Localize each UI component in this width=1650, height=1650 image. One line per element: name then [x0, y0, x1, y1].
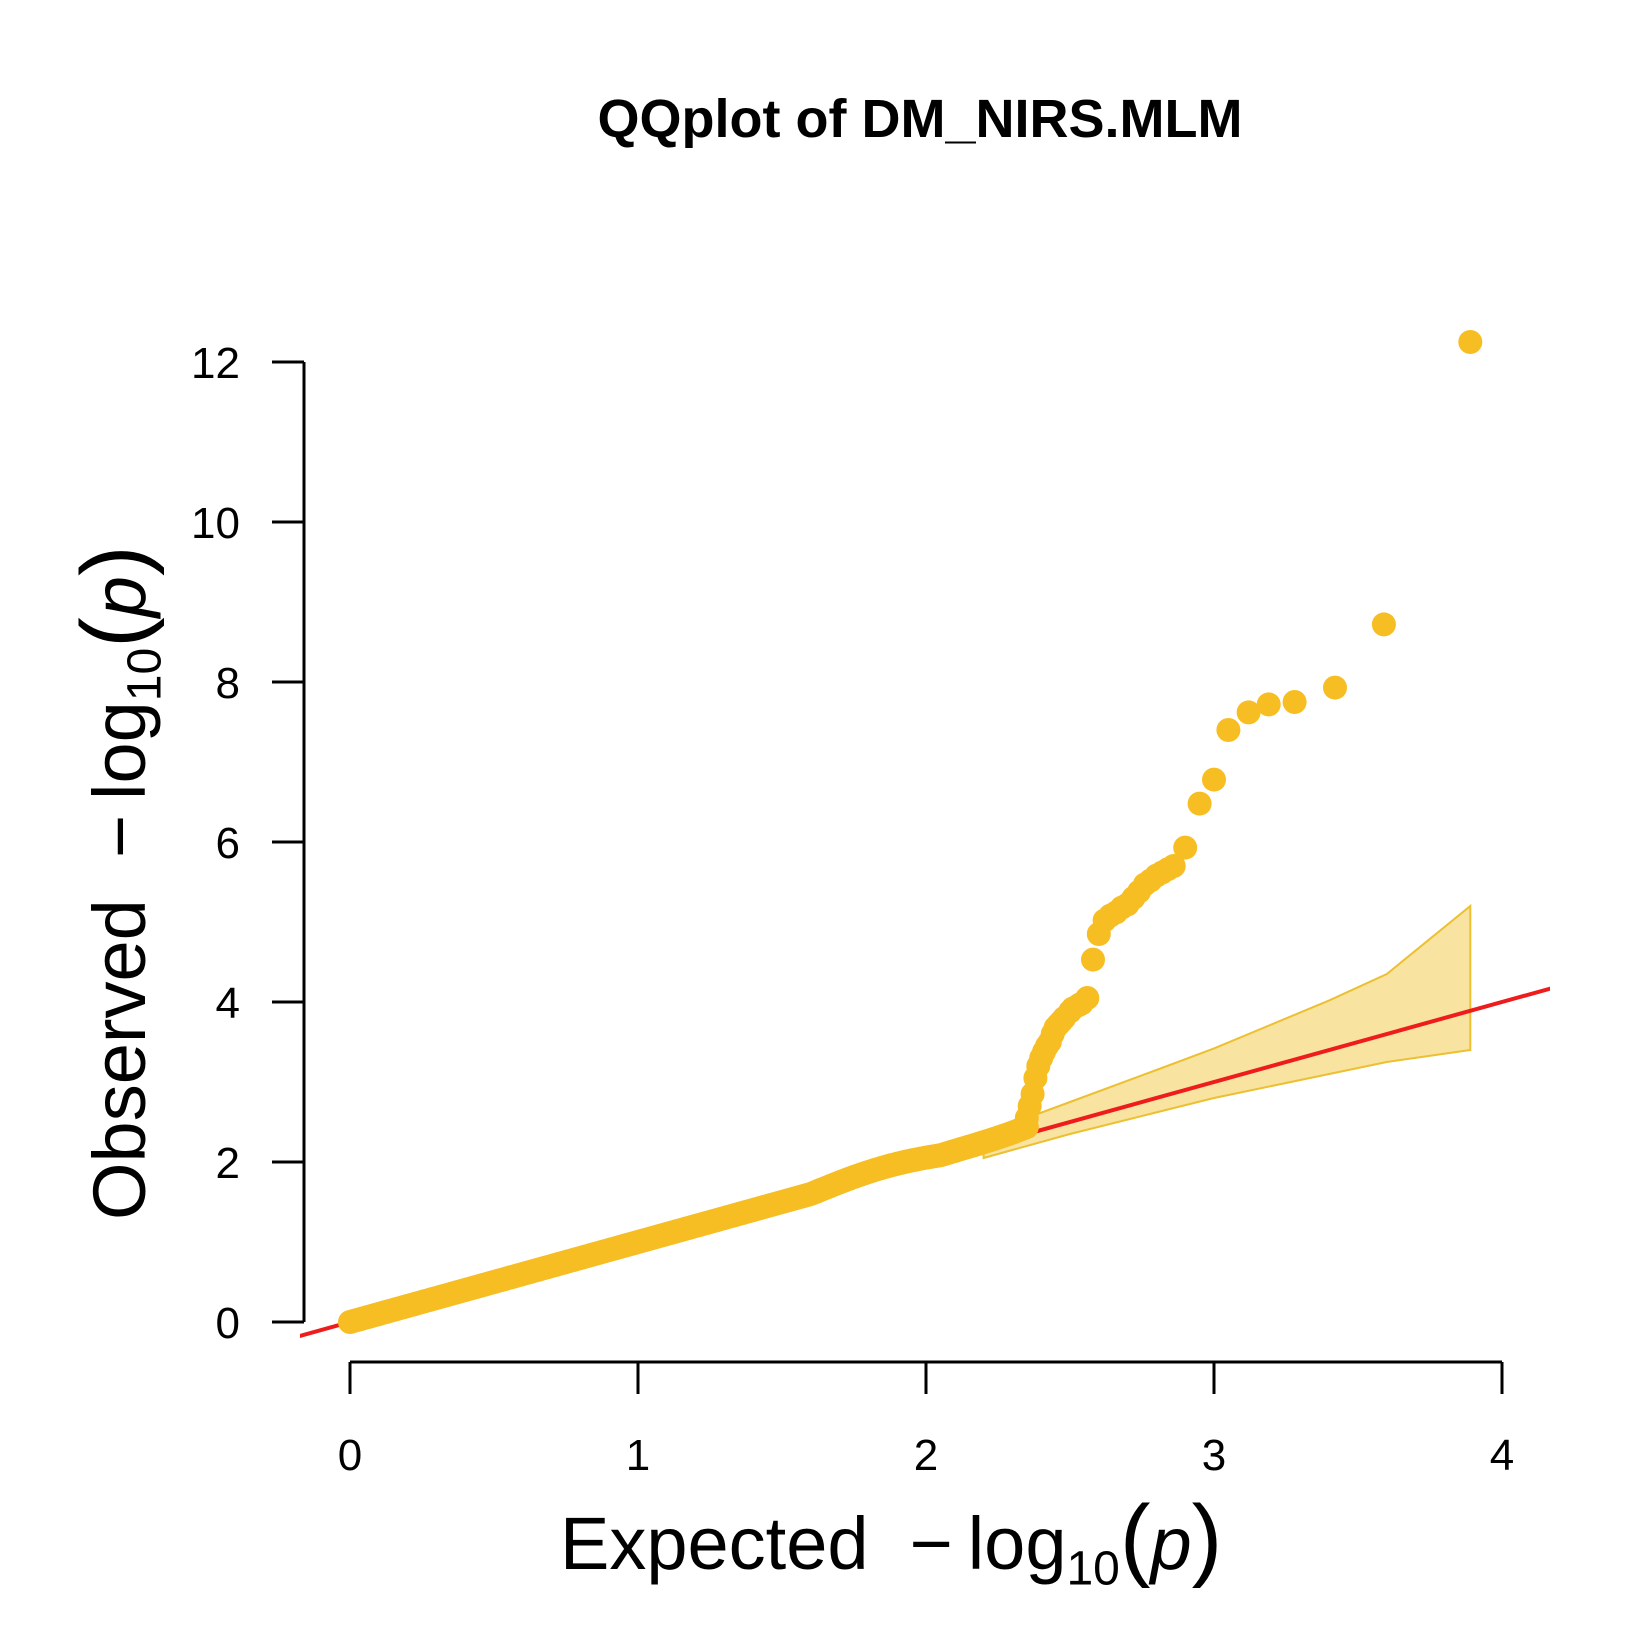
x-axis-label-open: ( — [1119, 1487, 1151, 1589]
data-point — [1216, 718, 1241, 742]
y-axis-label-word: Observed — [78, 899, 161, 1220]
x-tick-label: 3 — [1202, 1431, 1226, 1480]
y-tick-label: 2 — [216, 1139, 240, 1188]
data-point — [1323, 675, 1347, 700]
x-tick-label: 4 — [1490, 1431, 1514, 1480]
x-axis-label-close: ) — [1191, 1487, 1223, 1589]
confidence-band — [982, 903, 1472, 1160]
y-tick-label: 12 — [191, 339, 240, 388]
points-layer — [338, 330, 1483, 1334]
y-tick-label: 6 — [216, 819, 240, 868]
confidence-band-layer — [982, 903, 1472, 1160]
y-tick-label: 4 — [216, 979, 240, 1028]
x-tick-label: 0 — [338, 1431, 362, 1480]
x-axis-label-word: Expected — [560, 1502, 869, 1585]
y-axis-label-base: 10 — [118, 647, 172, 702]
x-axis-label-var: p — [1150, 1502, 1192, 1585]
y-axis-label: Observed − log10(p) — [62, 545, 172, 1220]
y-tick-label: 10 — [191, 499, 240, 548]
data-point — [1075, 986, 1100, 1010]
y-axis-label-var: p — [78, 576, 161, 618]
data-point — [1282, 690, 1307, 714]
y-axis-label-open: ( — [63, 617, 165, 648]
data-point — [1202, 767, 1226, 792]
data-point — [1187, 791, 1212, 816]
data-point — [1081, 947, 1105, 972]
data-point — [1256, 692, 1281, 717]
y-tick-label: 0 — [216, 1299, 240, 1348]
y-axis-label-minus: − — [78, 814, 161, 859]
data-point — [1458, 330, 1483, 354]
data-point — [1371, 612, 1396, 637]
data-point — [1236, 700, 1261, 725]
data-point — [1173, 835, 1198, 860]
x-tick-label: 1 — [626, 1431, 650, 1480]
x-axis-label-log: log — [967, 1502, 1067, 1585]
x-axis-label-base: 10 — [1066, 1542, 1120, 1596]
x-axis-label-minus: − — [909, 1502, 953, 1585]
y-axis-label-close: ) — [63, 545, 165, 577]
y-tick-label: 8 — [216, 659, 240, 708]
data-point — [1161, 854, 1186, 878]
x-axis-label: Expected − log10(p) — [560, 1486, 1260, 1596]
x-tick-label: 2 — [914, 1431, 938, 1480]
chart-title: QQplot of DM_NIRS.MLM — [597, 89, 1243, 149]
y-axis-label-log: log — [78, 701, 161, 800]
